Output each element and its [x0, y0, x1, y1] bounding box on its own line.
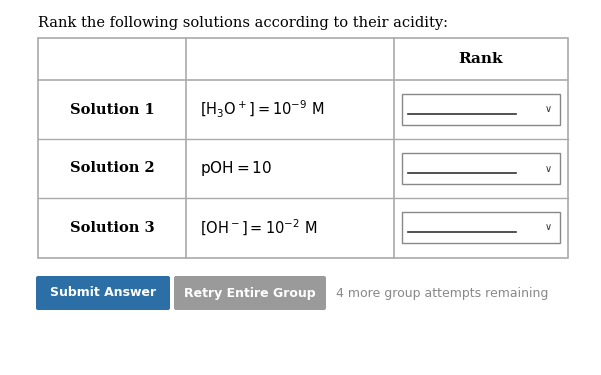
- Text: Solution 2: Solution 2: [70, 162, 154, 176]
- Bar: [402, 153, 560, 184]
- Bar: [38, 38, 568, 258]
- Text: 4 more group attempts remaining: 4 more group attempts remaining: [336, 286, 548, 300]
- Text: Rank: Rank: [459, 52, 503, 66]
- FancyBboxPatch shape: [174, 276, 326, 310]
- Text: Retry Entire Group: Retry Entire Group: [184, 286, 316, 300]
- Text: Solution 3: Solution 3: [70, 220, 154, 234]
- Text: Submit Answer: Submit Answer: [50, 286, 156, 300]
- Text: $\left[\mathrm{H_3O^+}\right] = 10^{-9}\ \mathrm{M}$: $\left[\mathrm{H_3O^+}\right] = 10^{-9}\…: [200, 99, 325, 120]
- Bar: [402, 94, 560, 125]
- Text: ∨: ∨: [545, 105, 552, 114]
- Text: ∨: ∨: [545, 164, 552, 174]
- Text: ∨: ∨: [545, 222, 552, 232]
- Text: $\left[\mathrm{OH^-}\right] = 10^{-2}\ \mathrm{M}$: $\left[\mathrm{OH^-}\right] = 10^{-2}\ \…: [200, 217, 317, 237]
- Bar: [402, 212, 560, 243]
- Text: Solution 1: Solution 1: [70, 102, 154, 117]
- Text: Rank the following solutions according to their acidity:: Rank the following solutions according t…: [38, 16, 448, 30]
- FancyBboxPatch shape: [36, 276, 170, 310]
- Text: $\mathrm{pOH} = 10$: $\mathrm{pOH} = 10$: [200, 159, 272, 178]
